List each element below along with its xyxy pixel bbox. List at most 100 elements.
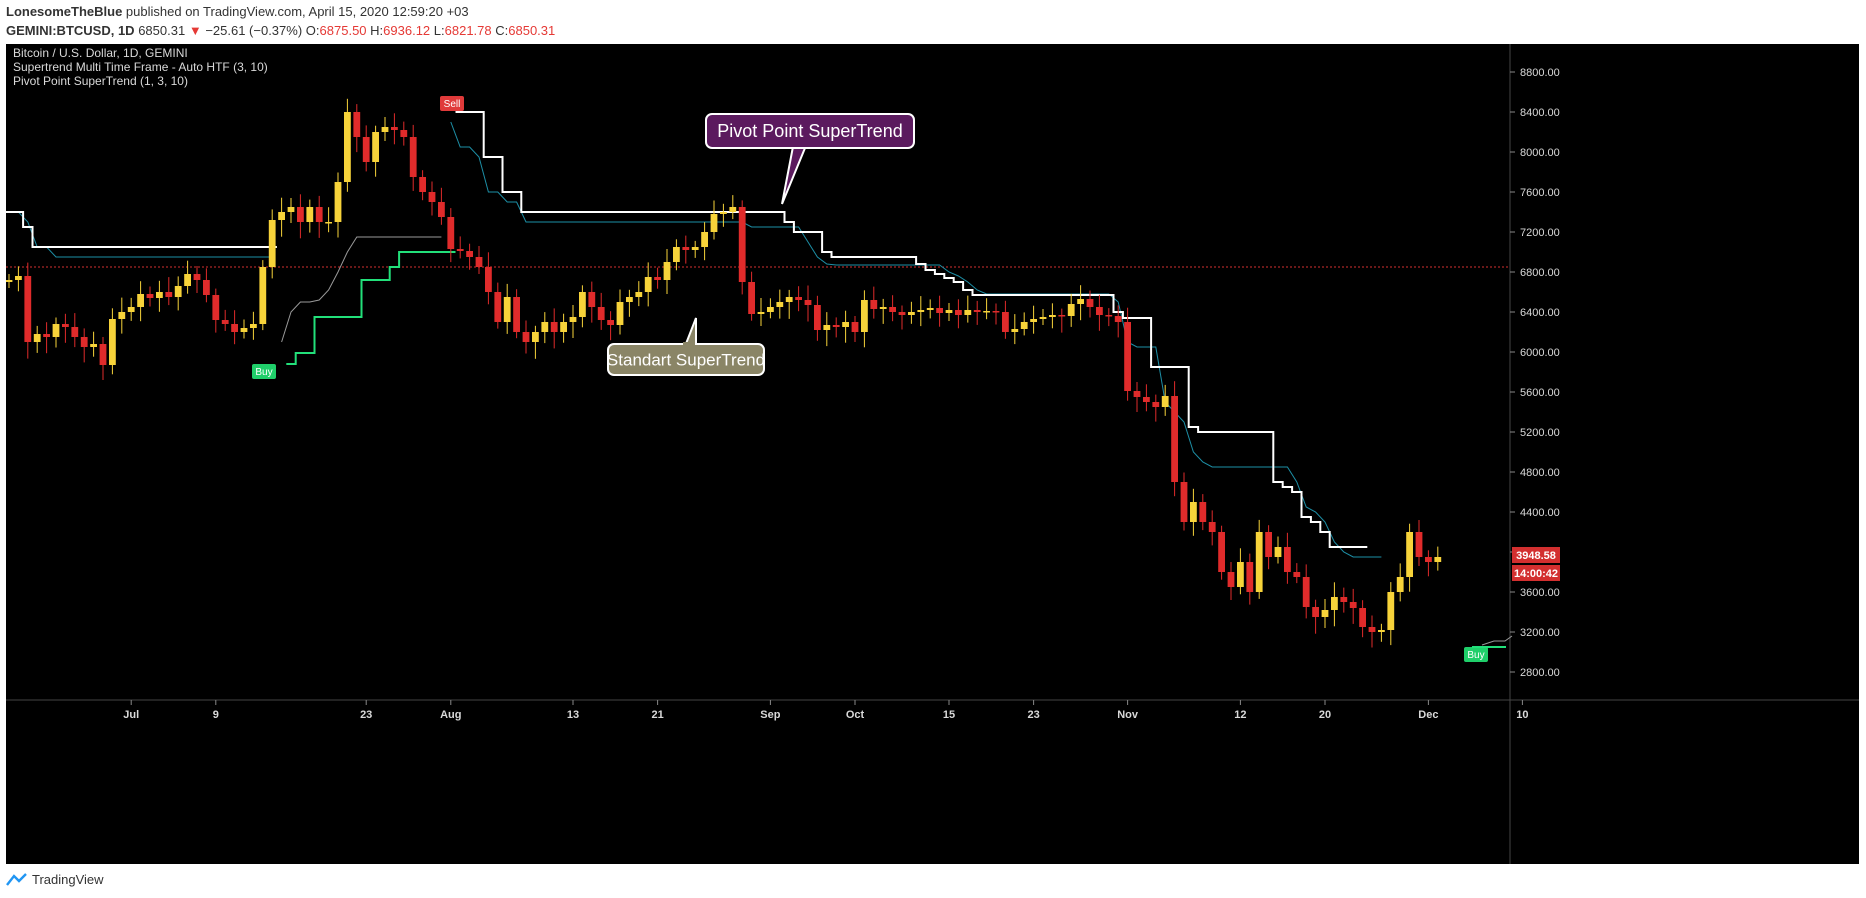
x-tick-label: Nov (1117, 709, 1139, 721)
htf-supertrend-line (281, 236, 442, 343)
candle-body (795, 297, 802, 300)
candle-body (1002, 312, 1009, 332)
candle-body (626, 297, 633, 302)
x-tick-label: 10 (1516, 709, 1528, 721)
candle-body (409, 137, 417, 177)
candle-body (1434, 557, 1442, 562)
y-tick-label: 5600.00 (1520, 387, 1560, 399)
candle-body (1378, 630, 1385, 632)
x-tick-label: 12 (1234, 709, 1246, 721)
pivot-callout-label: Pivot Point SuperTrend (717, 121, 902, 141)
candle-body (729, 207, 737, 212)
candle-body (1331, 597, 1338, 610)
low-value: 6821.78 (444, 23, 492, 38)
candle-body (146, 294, 154, 298)
standart-callout[interactable]: Standart SuperTrend (607, 317, 765, 376)
candle-body (1425, 557, 1432, 562)
candle-body (720, 212, 727, 214)
candle-body (926, 308, 934, 310)
current-price-tag: 3948.58 (1512, 547, 1560, 563)
candle-body (1293, 572, 1301, 577)
down-arrow-icon: ▼ (188, 23, 202, 38)
candle-body (1218, 532, 1225, 572)
candle-body (1030, 319, 1037, 322)
bull-supertrend-line (286, 251, 456, 365)
candle-body (776, 302, 784, 307)
candle-body (137, 294, 144, 307)
candle-body (663, 262, 671, 280)
current-price-tag-bg (1512, 547, 1560, 563)
candle-body (372, 132, 379, 162)
pivot-callout[interactable]: Pivot Point SuperTrend (705, 113, 915, 205)
sell-signal-tag-label: Sell (444, 99, 461, 110)
buy-signal-tag-2[interactable]: Buy (1464, 647, 1488, 662)
author-name[interactable]: LonesomeTheBlue (6, 4, 123, 19)
candle-body (127, 307, 135, 312)
buy-signal-tag-2-bg (1464, 647, 1488, 662)
candle-body (1274, 547, 1282, 557)
candle-body (1227, 572, 1235, 587)
candle-body (851, 322, 859, 332)
candle-body (1039, 317, 1047, 319)
open-value: 6875.50 (319, 23, 367, 38)
candle-body (475, 257, 483, 267)
candle-body (1387, 592, 1395, 630)
buy-signal-tag-1[interactable]: Buy (252, 364, 276, 379)
candle-body (823, 325, 831, 330)
chart-area[interactable]: 8800.00 8400.00 8000.00 7600.00 7200.00 6800.… (4, 44, 1859, 864)
price-change: −25.61 (−0.37%) (205, 23, 303, 38)
last-price: 6850.31 (138, 23, 186, 38)
candle-body (221, 320, 229, 324)
candle-body (701, 232, 708, 247)
candle-body (532, 332, 539, 342)
candle-body (1340, 597, 1348, 602)
candle-body (1190, 502, 1197, 522)
x-tick-label: 20 (1319, 709, 1331, 721)
bar-timer-tag-label: 14:00:42 (1514, 568, 1558, 580)
candle-body (522, 332, 530, 342)
y-tick-label: 7600.00 (1520, 187, 1560, 199)
sell-signal-tag[interactable]: Sell (440, 96, 464, 111)
x-tick-label: Aug (440, 709, 461, 721)
candle-body (1396, 577, 1404, 592)
candle-body (804, 300, 812, 305)
candle-body (748, 282, 755, 314)
chart-header: LonesomeTheBlue published on TradingView… (6, 4, 555, 39)
chart-svg[interactable]: 8800.00 8400.00 8000.00 7600.00 7200.00 6800.… (4, 44, 1859, 864)
candle-body (814, 305, 821, 330)
footer-brand[interactable]: TradingView (32, 872, 104, 887)
open-label: O: (305, 23, 320, 38)
low-label: L: (433, 23, 445, 38)
candle-body (1406, 532, 1413, 577)
candle-body (936, 308, 943, 313)
candle-body (1321, 610, 1329, 617)
y-tick-label: 6400.00 (1520, 307, 1560, 319)
candle-body (635, 292, 643, 297)
candle-body (447, 217, 455, 249)
y-tick-label: 4800.00 (1520, 467, 1560, 479)
candle-body (80, 337, 88, 347)
candle-body (1011, 329, 1019, 332)
y-tick-label: 7200.00 (1520, 227, 1560, 239)
candle-body (964, 310, 972, 315)
candle-body (842, 322, 849, 327)
candle-body (973, 310, 981, 312)
candle-body (62, 324, 69, 327)
candle-body (287, 207, 295, 212)
candle-body (1255, 532, 1263, 592)
candle-body (184, 274, 191, 286)
candle-body (315, 207, 323, 222)
candle-body (240, 328, 248, 332)
y-tick-label: 6800.00 (1520, 267, 1560, 279)
candle-body (513, 297, 520, 332)
candle-body (1180, 482, 1188, 522)
candle-body (259, 267, 267, 324)
candle-body (1077, 299, 1084, 304)
candle-body (917, 310, 925, 312)
candle-body (541, 322, 549, 332)
candle-body (456, 249, 464, 251)
candle-body (1302, 577, 1310, 607)
candle-body (1124, 322, 1131, 391)
late-htf-line (1481, 635, 1513, 646)
candle-body (1312, 607, 1319, 617)
